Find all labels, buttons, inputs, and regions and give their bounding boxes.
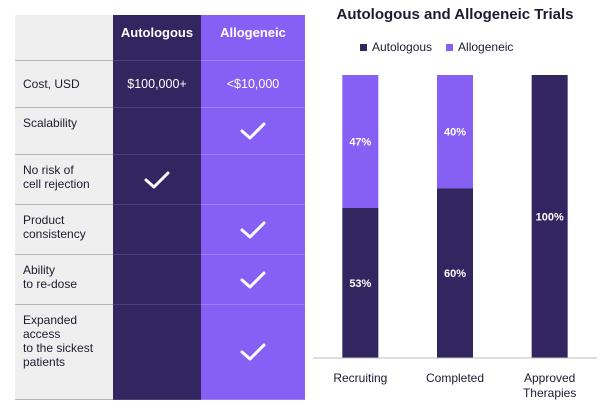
bar-allogeneic-1 <box>437 75 473 189</box>
row-label-scalability: Scalability <box>15 108 113 155</box>
label-line: Ability <box>23 263 56 277</box>
legend-swatch-allogeneic <box>446 43 454 51</box>
row-label-no-rejection: No risk of cell rejection <box>15 155 113 205</box>
bar-autologous-0 <box>342 208 379 358</box>
consistency-allogeneic <box>201 205 305 255</box>
stacked-bar-chart: 53% 47% Recruiting 60% 40% Completed 100% Appro… <box>313 75 597 400</box>
cost-allogeneic: <$10,000 <box>201 61 305 108</box>
checkmark-icon <box>240 343 266 361</box>
x-tick-label: Approved <box>524 371 575 385</box>
label-line: patients <box>23 355 66 369</box>
no-rejection-autologous <box>113 155 201 205</box>
consistency-autologous <box>113 205 201 255</box>
header-autologous: Autologous <box>113 15 201 61</box>
bar-allogeneic-0 <box>342 75 379 209</box>
checkmark-icon <box>240 122 266 140</box>
expanded-access-autologous <box>113 305 201 400</box>
x-tick-label: Recruiting <box>333 371 387 385</box>
label-line: No risk of <box>23 163 74 177</box>
data-label-allogeneic-1: 40% <box>444 127 466 139</box>
cost-autologous: $100,000+ <box>113 61 201 108</box>
legend-swatch-autologous <box>360 43 367 51</box>
row-label-redose: Ability to re-dose <box>15 255 113 305</box>
checkmark-icon <box>144 171 170 188</box>
label-line: Expanded <box>23 313 78 327</box>
label-line: to the sickest <box>23 341 94 355</box>
row-label-cost: Cost, USD <box>15 61 113 108</box>
header-allogeneic: Allogeneic <box>201 15 305 61</box>
bar-autologous-2 <box>531 75 568 358</box>
checkmark-icon <box>240 271 266 288</box>
checkmark-icon <box>240 221 266 238</box>
x-tick-label: Completed <box>426 371 484 385</box>
comparison-table: Autologous Allogeneic Cost, USD $100,000… <box>15 15 305 400</box>
label-line: cell rejection <box>23 177 90 191</box>
label-line: to re-dose <box>23 277 78 291</box>
data-label-autologous-1: 60% <box>444 268 466 280</box>
data-label-allogeneic-0: 47% <box>349 137 371 149</box>
label-line: Product <box>23 213 65 227</box>
expanded-access-allogeneic <box>201 305 305 400</box>
label-line: consistency <box>23 227 86 241</box>
bar-autologous-1 <box>437 188 473 358</box>
row-label-expanded-access: Expanded access to the sickest patients <box>15 305 113 400</box>
table-header-empty <box>15 15 113 61</box>
legend-label-allogeneic: Allogeneic <box>458 40 514 54</box>
row-label-consistency: Product consistency <box>15 205 113 255</box>
chart-legend: Autologous Allogeneic <box>360 40 513 54</box>
scalability-autologous <box>113 108 201 155</box>
redose-allogeneic <box>201 255 305 305</box>
legend-item-autologous: Autologous <box>360 40 432 54</box>
data-label-autologous-2: 100% <box>536 212 564 224</box>
redose-autologous <box>113 255 201 305</box>
scalability-allogeneic <box>201 108 305 155</box>
legend-label-autologous: Autologous <box>372 40 433 54</box>
chart-title: Autologous and Allogeneic Trials <box>336 6 574 23</box>
data-label-autologous-0: 53% <box>349 278 371 290</box>
x-tick-label: Therapies <box>523 386 576 400</box>
legend-item-allogeneic: Allogeneic <box>446 40 513 54</box>
no-rejection-allogeneic <box>201 155 305 205</box>
label-line: access <box>23 327 61 341</box>
